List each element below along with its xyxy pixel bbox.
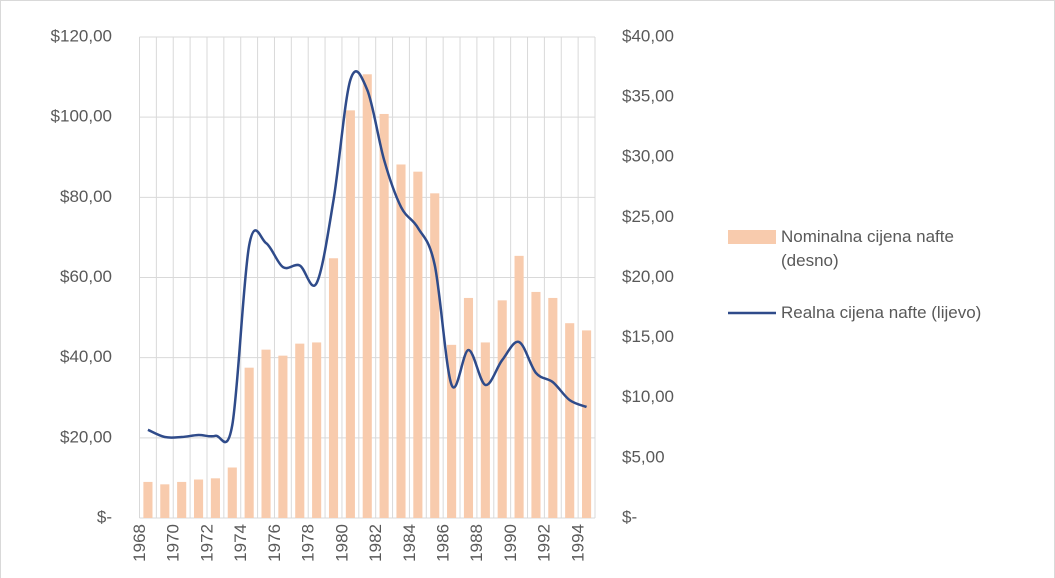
bar <box>362 74 372 518</box>
x-tick-label: 1968 <box>130 524 149 562</box>
bar <box>193 479 204 518</box>
bar <box>497 300 507 518</box>
bar <box>345 110 355 518</box>
y2-tick-label: $15,00 <box>622 327 674 346</box>
bar <box>480 342 490 518</box>
bar <box>160 484 170 518</box>
bar <box>582 330 592 518</box>
bar <box>413 171 423 518</box>
y2-tick-label: $25,00 <box>622 207 674 226</box>
x-tick-label: 1978 <box>299 524 318 562</box>
bar <box>396 164 406 518</box>
x-tick-label: 1992 <box>535 524 554 562</box>
bar <box>177 481 187 518</box>
y-tick-label: $120,00 <box>51 26 112 45</box>
x-tick-label: 1972 <box>197 524 216 562</box>
x-tick-label: 1980 <box>332 524 351 562</box>
x-tick-label: 1986 <box>433 524 452 562</box>
bar <box>447 344 457 518</box>
bar <box>295 343 305 518</box>
bar <box>244 367 254 518</box>
y-tick-label: $20,00 <box>60 427 112 446</box>
legend-swatch <box>728 230 776 244</box>
x-tick-label: 1984 <box>400 524 419 562</box>
bar <box>227 467 237 518</box>
bar <box>463 297 474 518</box>
bar <box>312 342 322 518</box>
y2-tick-label: $20,00 <box>622 267 674 286</box>
x-tick-label: 1974 <box>231 524 250 562</box>
y2-tick-label: $40,00 <box>622 26 674 45</box>
bar <box>328 258 339 518</box>
bar <box>531 291 541 518</box>
x-tick-label: 1994 <box>568 524 587 562</box>
bar <box>261 349 271 518</box>
bar <box>210 478 220 518</box>
y2-tick-label: $35,00 <box>622 87 674 106</box>
bar <box>514 255 524 519</box>
y-tick-label: $- <box>97 507 112 526</box>
x-tick-label: 1970 <box>164 524 183 562</box>
bar <box>430 193 440 518</box>
y-tick-label: $100,00 <box>51 107 112 126</box>
x-tick-label: 1988 <box>467 524 486 562</box>
y-tick-label: $80,00 <box>60 187 112 206</box>
y2-tick-label: $- <box>622 507 637 526</box>
bar <box>278 355 288 518</box>
x-tick-label: 1990 <box>501 524 520 562</box>
line <box>147 70 588 444</box>
bar <box>565 323 575 518</box>
y2-tick-label: $30,00 <box>622 147 674 166</box>
bar <box>143 481 153 518</box>
y2-tick-label: $5,00 <box>622 447 665 466</box>
y-tick-label: $60,00 <box>60 267 112 286</box>
x-tick-label: 1982 <box>366 524 385 562</box>
y-tick-label: $40,00 <box>60 347 112 366</box>
bar <box>548 297 558 518</box>
legend-label: Realna cijena nafte (lijevo) <box>781 303 982 322</box>
y2-tick-label: $10,00 <box>622 387 674 406</box>
legend-label: Nominalna cijena nafte (desno) <box>781 227 954 270</box>
bar <box>379 113 389 519</box>
x-tick-label: 1976 <box>265 524 284 562</box>
